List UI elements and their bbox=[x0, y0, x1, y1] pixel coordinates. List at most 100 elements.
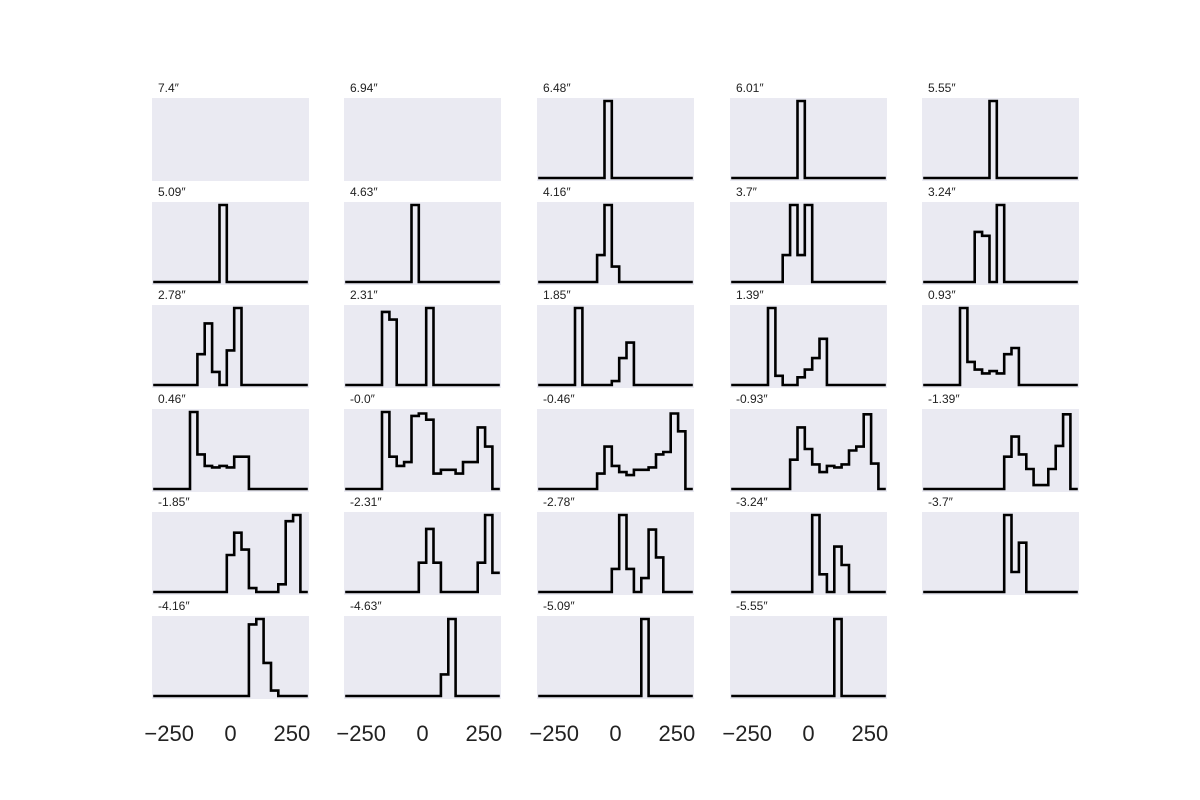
panel: -5.55″ bbox=[730, 599, 887, 699]
panel-background bbox=[922, 202, 1079, 285]
panel-spectrum-line bbox=[731, 617, 886, 698]
panel-spectrum-line bbox=[538, 306, 693, 387]
panel-title: 4.16″ bbox=[543, 185, 571, 199]
panel-background bbox=[344, 202, 501, 285]
panel-title: -0.93″ bbox=[736, 392, 768, 406]
panel: -4.63″ bbox=[344, 599, 501, 699]
panel: 0.93″ bbox=[922, 288, 1079, 388]
panel-background bbox=[730, 305, 887, 388]
panel: -1.39″ bbox=[922, 392, 1079, 492]
panel-title: -5.55″ bbox=[736, 599, 768, 613]
x-axis-tick-labels: −250 0 250 −250 0 250 −250 0 250 −250 0 250 bbox=[144, 721, 888, 746]
panel-spectrum-line bbox=[538, 412, 693, 491]
panel: -0.93″ bbox=[730, 392, 887, 492]
panel-background bbox=[344, 409, 501, 492]
panel-background bbox=[152, 409, 309, 492]
panel: -4.16″ bbox=[152, 599, 309, 699]
panel-title: 7.4″ bbox=[158, 81, 180, 95]
panel-title: 3.24″ bbox=[928, 185, 956, 199]
panel-background bbox=[152, 305, 309, 388]
panel: 0.46″ bbox=[152, 392, 309, 492]
panel-grid: 7.4″ 6.94″ 6.48″ 6.01″ 5.55″ 5.09″ 4.63″ 4.16″ 3… bbox=[152, 81, 1079, 699]
panel-title: 2.78″ bbox=[158, 288, 186, 302]
panel-title: -4.16″ bbox=[158, 599, 190, 613]
panel: 1.85″ bbox=[537, 288, 694, 388]
panel-background bbox=[730, 512, 887, 595]
panel: 6.94″ bbox=[344, 81, 501, 181]
panel-background bbox=[152, 512, 309, 595]
x-tick-label: −250 bbox=[336, 721, 386, 746]
panel: 2.78″ bbox=[152, 288, 309, 388]
x-tick-label: −250 bbox=[144, 721, 194, 746]
panel-title: 5.55″ bbox=[928, 81, 956, 95]
panel: 3.24″ bbox=[922, 185, 1079, 285]
panel-background bbox=[344, 512, 501, 595]
panel-background bbox=[922, 512, 1079, 595]
x-tick-label: 250 bbox=[658, 721, 695, 746]
panel-background bbox=[537, 98, 694, 181]
panel-spectrum-line bbox=[731, 513, 886, 594]
panel: 3.7″ bbox=[730, 185, 887, 285]
panel: -0.0″ bbox=[344, 392, 501, 492]
panel-spectrum-line bbox=[153, 410, 308, 491]
panel-spectrum-line bbox=[538, 203, 693, 284]
panel-spectrum-line bbox=[153, 306, 308, 387]
panel: -3.7″ bbox=[922, 495, 1079, 595]
panel: -2.31″ bbox=[344, 495, 501, 595]
panel-spectrum-line bbox=[153, 203, 308, 284]
panel-background bbox=[344, 98, 501, 181]
panel: 6.01″ bbox=[730, 81, 887, 181]
panel-title: -1.39″ bbox=[928, 392, 960, 406]
panel-background bbox=[730, 616, 887, 699]
panel-title: -0.0″ bbox=[350, 392, 376, 406]
panel-spectrum-line bbox=[345, 203, 500, 284]
x-tick-label: 0 bbox=[609, 721, 621, 746]
panel: 2.31″ bbox=[344, 288, 501, 388]
panel-spectrum-line bbox=[345, 306, 500, 387]
x-tick-label: −250 bbox=[529, 721, 579, 746]
panel-spectrum-line bbox=[923, 306, 1078, 387]
panel: -5.09″ bbox=[537, 599, 694, 699]
x-tick-label: −250 bbox=[722, 721, 772, 746]
panel: -0.46″ bbox=[537, 392, 694, 492]
panel-spectrum-line bbox=[923, 99, 1078, 180]
panel-background bbox=[922, 409, 1079, 492]
x-tick-label: 250 bbox=[851, 721, 888, 746]
panel-spectrum-line bbox=[923, 203, 1078, 284]
x-tick-label: 0 bbox=[802, 721, 814, 746]
x-tick-label: 0 bbox=[416, 721, 428, 746]
panel-title: -0.46″ bbox=[543, 392, 575, 406]
panel-background bbox=[537, 512, 694, 595]
panel: 1.39″ bbox=[730, 288, 887, 388]
panel-background bbox=[344, 616, 501, 699]
panel-title: 0.46″ bbox=[158, 392, 186, 406]
panel-background bbox=[922, 305, 1079, 388]
panel-background bbox=[730, 202, 887, 285]
panel-title: 5.09″ bbox=[158, 185, 186, 199]
panel-title: -4.63″ bbox=[350, 599, 382, 613]
panel-spectrum-line bbox=[731, 413, 886, 491]
panel: -2.78″ bbox=[537, 495, 694, 595]
panel-title: -5.09″ bbox=[543, 599, 575, 613]
panel-title: -2.78″ bbox=[543, 495, 575, 509]
panel-spectrum-line bbox=[731, 306, 886, 387]
panel-spectrum-line bbox=[538, 617, 693, 698]
panel-background bbox=[537, 305, 694, 388]
panel-title: 4.63″ bbox=[350, 185, 378, 199]
panel: 6.48″ bbox=[537, 81, 694, 181]
panel-background bbox=[730, 98, 887, 181]
panel-background bbox=[152, 98, 309, 181]
panel-spectrum-line bbox=[538, 513, 693, 594]
panel-background bbox=[344, 305, 501, 388]
panel-spectrum-line bbox=[538, 99, 693, 180]
panel-title: 2.31″ bbox=[350, 288, 378, 302]
panel-spectrum-line bbox=[345, 410, 500, 491]
panel-title: 6.01″ bbox=[736, 81, 764, 95]
panel-spectrum-line bbox=[731, 99, 886, 180]
panel-background bbox=[152, 202, 309, 285]
x-tick-label: 250 bbox=[465, 721, 502, 746]
panel-spectrum-line bbox=[923, 413, 1078, 491]
panel-background bbox=[537, 202, 694, 285]
panel-spectrum-line bbox=[731, 203, 886, 284]
